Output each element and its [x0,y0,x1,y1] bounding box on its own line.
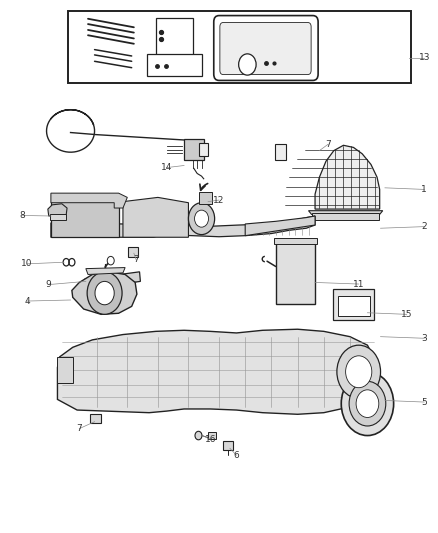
Polygon shape [308,211,383,214]
Text: 7: 7 [76,424,82,433]
Bar [338,296,370,316]
Bar [223,441,233,450]
Circle shape [341,372,394,435]
Text: 15: 15 [401,310,413,319]
Circle shape [239,54,256,75]
Polygon shape [57,329,376,414]
Polygon shape [51,193,127,208]
Circle shape [346,356,372,387]
Bar [68,11,411,83]
Bar [90,414,101,423]
Bar [208,432,216,439]
Circle shape [195,431,202,440]
Bar [274,238,317,244]
Circle shape [356,390,379,417]
Bar [199,192,212,204]
Text: 10: 10 [21,260,33,268]
Text: 7: 7 [325,140,331,149]
Polygon shape [51,216,315,237]
Circle shape [349,381,386,426]
Polygon shape [48,204,67,216]
Bar [276,243,315,304]
Circle shape [87,272,122,314]
Bar [311,213,379,220]
Circle shape [188,203,215,235]
Text: 16: 16 [205,435,216,444]
Text: 14: 14 [161,163,172,172]
Bar [199,143,208,156]
Text: 12: 12 [213,196,225,205]
Bar [155,18,193,58]
Text: 13: 13 [418,53,430,62]
FancyBboxPatch shape [220,22,311,75]
Bar [128,247,138,257]
Bar [57,357,73,383]
Text: 6: 6 [233,451,239,460]
Polygon shape [72,272,137,314]
Circle shape [337,345,381,398]
Bar [275,144,286,160]
Circle shape [107,256,114,265]
Text: 11: 11 [353,279,364,288]
Polygon shape [86,268,125,274]
Text: 8: 8 [20,211,25,220]
Text: 5: 5 [421,398,427,407]
Bar [147,54,201,76]
Polygon shape [245,216,315,236]
Bar [332,289,374,320]
Text: 4: 4 [24,296,30,305]
Bar [184,139,204,160]
Polygon shape [123,197,188,237]
Circle shape [194,210,208,227]
Text: 3: 3 [421,334,427,343]
Text: 2: 2 [421,222,427,231]
Polygon shape [315,146,380,209]
Polygon shape [85,272,141,289]
Text: 7: 7 [133,255,139,264]
FancyBboxPatch shape [214,15,318,80]
Text: 9: 9 [46,280,52,289]
Bar [49,214,66,220]
Text: 1: 1 [421,185,427,194]
Bar [51,193,119,237]
Circle shape [95,281,114,305]
